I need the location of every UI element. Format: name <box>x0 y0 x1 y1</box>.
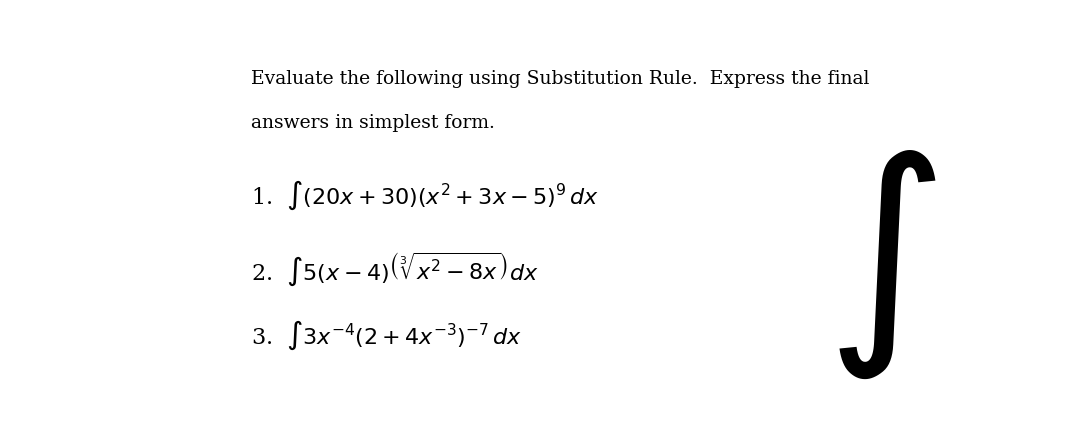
Text: 1.  $\int(20x + 30)(x^2 + 3x - 5)^9 \, dx$: 1. $\int(20x + 30)(x^2 + 3x - 5)^9 \, dx… <box>251 179 599 212</box>
Text: 2.  $\int 5(x - 4)\left(\sqrt[3]{x^2 - 8x}\right) dx$: 2. $\int 5(x - 4)\left(\sqrt[3]{x^2 - 8x… <box>251 251 539 288</box>
Text: 3.  $\int 3x^{-4}(2 + 4x^{-3})^{-7} \, dx$: 3. $\int 3x^{-4}(2 + 4x^{-3})^{-7} \, dx… <box>251 319 523 352</box>
Text: $\int$: $\int$ <box>825 149 936 381</box>
Text: Evaluate the following using Substitution Rule.  Express the final: Evaluate the following using Substitutio… <box>251 70 869 88</box>
Text: answers in simplest form.: answers in simplest form. <box>251 114 495 132</box>
